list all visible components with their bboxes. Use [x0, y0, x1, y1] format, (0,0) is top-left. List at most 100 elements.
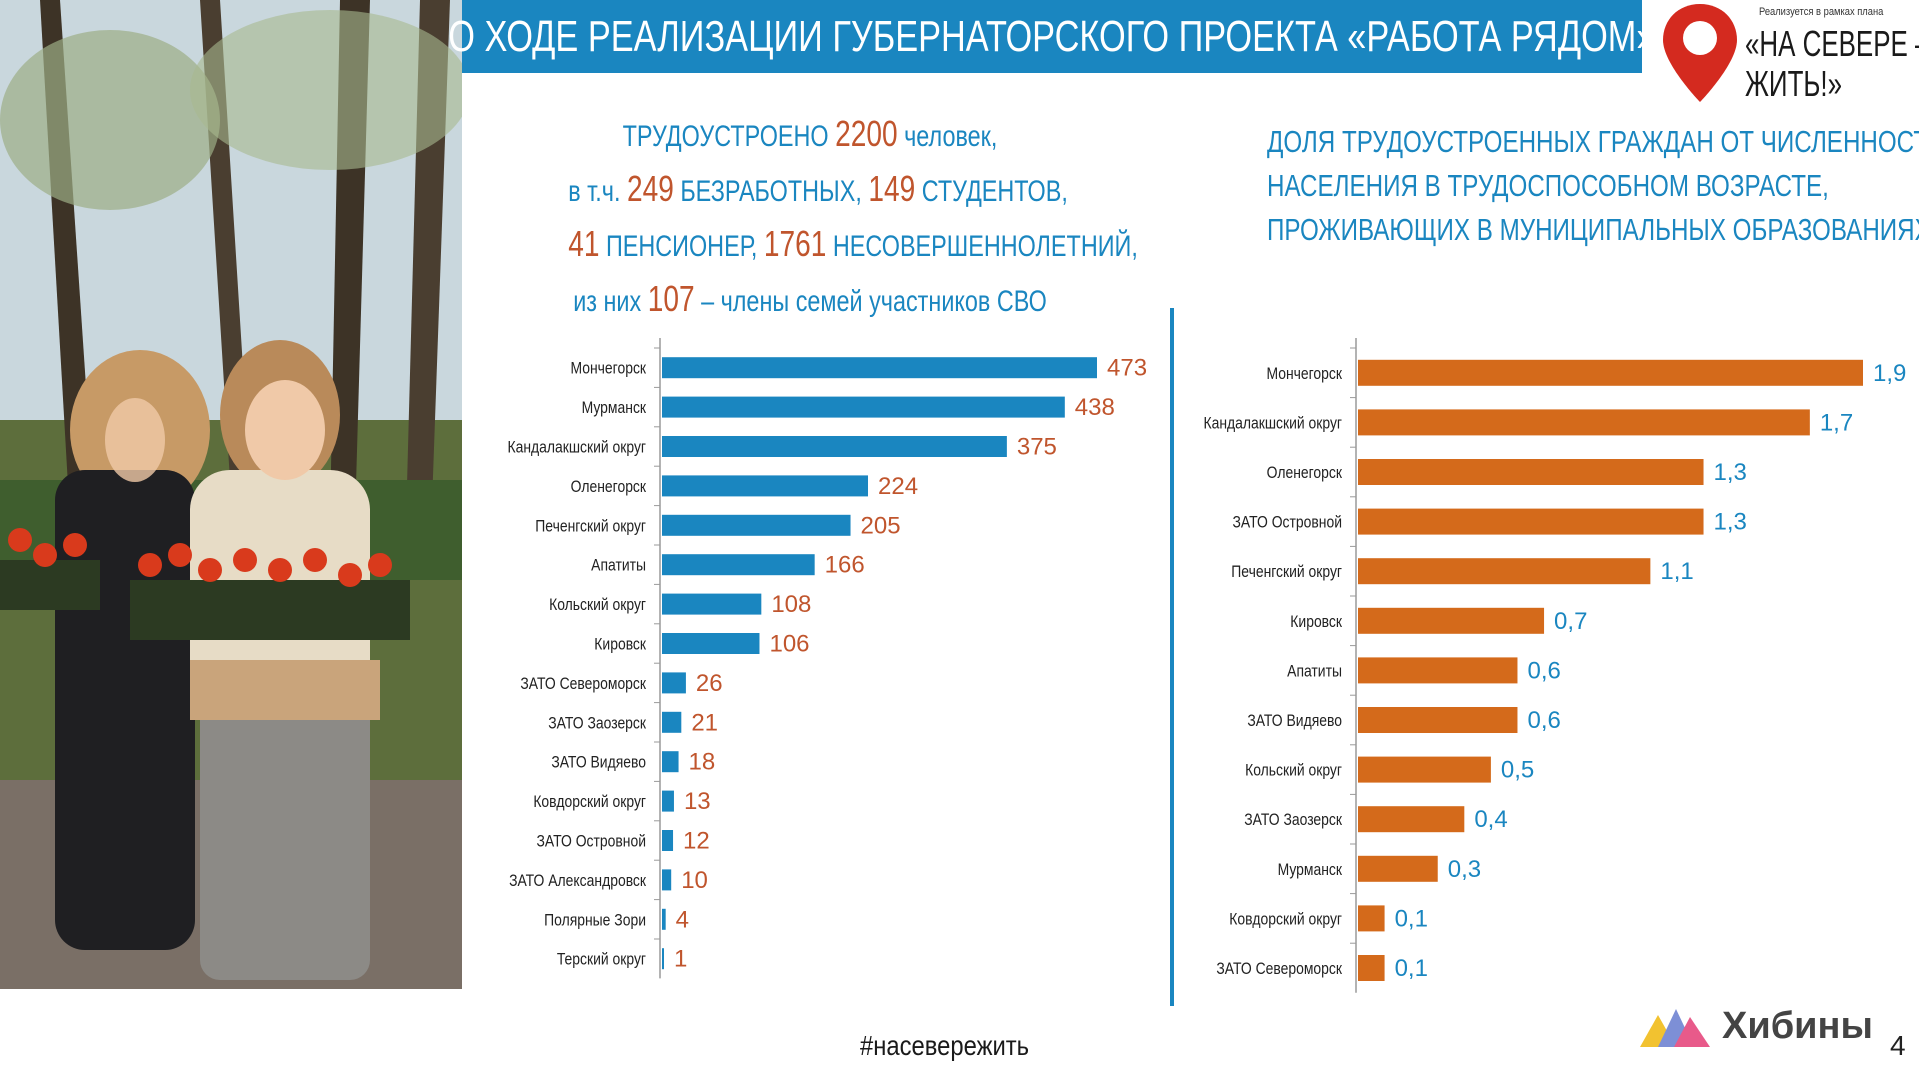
employed-count-bar-chart: Мончегорск 473 Мурманск 438 Кандалакшский ок…: [430, 338, 1150, 980]
value-label: 0,3: [1448, 856, 1481, 883]
value-label: 1,1: [1660, 558, 1693, 585]
value-label: 12: [683, 828, 710, 855]
category-label: ЗАТО Александровск: [509, 872, 646, 891]
category-label: Мурманск: [1278, 861, 1343, 880]
total-employed-number: 2200: [835, 113, 898, 154]
pensioners-number: 41: [568, 223, 600, 264]
value-label: 1,3: [1714, 459, 1747, 486]
category-label: Печенгский округ: [535, 517, 646, 536]
summary-text: в т.ч.: [568, 175, 627, 208]
value-label: 1,7: [1820, 409, 1853, 436]
minors-number: 1761: [763, 223, 827, 264]
value-label: 10: [681, 867, 708, 894]
category-label: ЗАТО Видяево: [551, 753, 646, 772]
category-label: ЗАТО Североморск: [520, 675, 646, 694]
mountains-icon: [1640, 1008, 1710, 1047]
bar-мурманск: [1358, 855, 1438, 882]
summary-text: из них: [573, 285, 648, 318]
brand-name: «НА СЕВЕРЕ – ЖИТЬ!»: [1745, 23, 1919, 104]
employed-count-chart-svg: Мончегорск 473 Мурманск 438 Кандалакшский ок…: [507, 338, 1147, 979]
employed-share-chart-svg: Мончегорск 1,9 Кандалакшский округ 1,7 Олене…: [1203, 338, 1906, 993]
summary-text: человек,: [897, 120, 998, 153]
bar-зато-североморск: [662, 672, 686, 694]
header-banner: О ХОДЕ РЕАЛИЗАЦИИ ГУБЕРНАТОРСКОГО ПРОЕКТ…: [448, 0, 1656, 73]
category-label: Терский округ: [557, 950, 646, 969]
category-label: Кольский округ: [549, 596, 646, 615]
value-label: 224: [878, 473, 918, 500]
category-label: Кировск: [594, 635, 646, 654]
category-label: Мончегорск: [1266, 365, 1342, 384]
bar-оленегорск: [1358, 459, 1704, 485]
share-title-line: ПРОЖИВАЮЩИХ В МУНИЦИПАЛЬНЫХ ОБРАЗОВАНИЯХ…: [1267, 212, 1919, 247]
category-label: Апатиты: [591, 556, 646, 575]
bar-ковдорский-округ: [662, 790, 674, 812]
category-label: Полярные Зори: [544, 911, 646, 930]
bar-зато-видяево: [662, 751, 679, 773]
students-number: 149: [868, 168, 916, 209]
employment-summary: ТРУДОУСТРОЕНО 2200 человек, в т.ч. 249 Б…: [500, 108, 1138, 328]
value-label: 0,6: [1527, 707, 1560, 734]
summary-text: НЕСОВЕРШЕННОЛЕТНИЙ,: [826, 230, 1138, 263]
value-label: 205: [861, 512, 901, 539]
bar-зато-александровск: [662, 869, 672, 891]
value-label: 166: [825, 552, 865, 579]
share-chart-title: ДОЛЯ ТРУДОУСТРОЕННЫХ ГРАЖДАН ОТ ЧИСЛЕННО…: [1190, 120, 1919, 252]
hashtag: #насевережить: [860, 1030, 1030, 1061]
value-label: 106: [769, 631, 809, 658]
value-label: 1: [674, 946, 687, 973]
bar-апатиты: [1358, 657, 1518, 684]
category-label: Кандалакшский округ: [1203, 414, 1342, 433]
bar-оленегорск: [662, 475, 869, 497]
svo-families-number: 107: [647, 278, 695, 319]
summary-text: ТРУДОУСТРОЕНО: [622, 120, 836, 153]
bar-зато-заозерск: [1358, 806, 1465, 833]
category-label: ЗАТО Заозерск: [1244, 811, 1342, 830]
bar-печенгский-округ: [662, 514, 851, 536]
share-title-line: ДОЛЯ ТРУДОУСТРОЕННЫХ ГРАЖДАН ОТ ЧИСЛЕННО…: [1267, 124, 1919, 159]
bar-кировск: [662, 633, 760, 654]
bar-печенгский-округ: [1358, 558, 1651, 585]
category-label: Кандалакшский округ: [507, 438, 646, 457]
bar-зато-североморск: [1358, 955, 1385, 981]
value-label: 0,1: [1395, 905, 1428, 932]
value-label: 0,4: [1474, 806, 1507, 833]
bar-ковдорский-округ: [1358, 905, 1385, 932]
category-label: Ковдорский округ: [1229, 910, 1342, 929]
category-label: Оленегорск: [1267, 464, 1342, 483]
category-label: ЗАТО Островной: [537, 832, 646, 851]
khibiny-name: Хибины: [1722, 1005, 1873, 1047]
khibiny-logo: Хибины: [1640, 1005, 1873, 1048]
page-title: О ХОДЕ РЕАЛИЗАЦИИ ГУБЕРНАТОРСКОГО ПРОЕКТ…: [448, 11, 1656, 61]
value-label: 375: [1017, 434, 1057, 461]
page-number: 4: [1890, 1030, 1906, 1061]
value-label: 18: [689, 749, 716, 776]
value-label: 108: [771, 591, 811, 618]
value-label: 0,7: [1554, 608, 1587, 635]
category-label: Апатиты: [1287, 662, 1342, 681]
category-label: Оленегорск: [571, 478, 646, 497]
bar-мончегорск: [1358, 359, 1863, 386]
vertical-divider: [1170, 308, 1174, 1006]
summary-text: – члены семей участников СВО: [694, 285, 1047, 318]
category-label: ЗАТО Заозерск: [548, 714, 646, 733]
value-label: 0,6: [1527, 657, 1560, 684]
category-label: Ковдорский округ: [533, 793, 646, 812]
brand-logo-na-severe-zhit: Реализуется в рамках плана «НА СЕВЕРЕ – …: [1655, 0, 1919, 110]
map-pin-icon: [1663, 4, 1737, 102]
value-label: 1,3: [1714, 509, 1747, 536]
summary-text: БЕЗРАБОТНЫХ,: [673, 175, 869, 208]
employed-share-bar-chart: Мончегорск 1,9 Кандалакшский округ 1,7 Олене…: [1180, 338, 1910, 993]
unemployed-number: 249: [626, 168, 674, 209]
bar-кировск: [1358, 607, 1545, 634]
bar-кандалакшский-округ: [1358, 409, 1810, 436]
bar-кольский-округ: [1358, 756, 1491, 783]
value-label: 21: [691, 709, 718, 736]
value-label: 0,1: [1395, 955, 1428, 982]
bar-мурманск: [662, 396, 1065, 418]
bar-кандалакшский-округ: [662, 436, 1007, 457]
bar-кольский-округ: [662, 593, 762, 615]
category-label: ЗАТО Североморск: [1216, 960, 1342, 979]
category-label: Печенгский округ: [1231, 563, 1342, 582]
value-label: 438: [1075, 394, 1115, 421]
bar-апатиты: [662, 554, 815, 576]
